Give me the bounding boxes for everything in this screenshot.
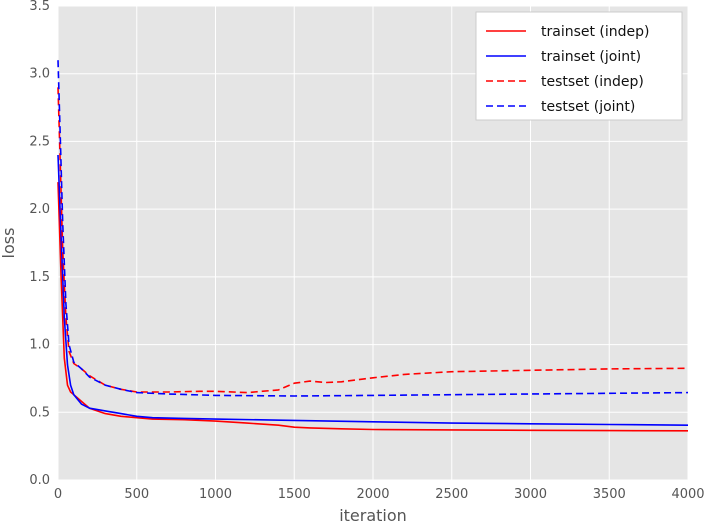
y-tick-label: 0.0 [29,473,50,488]
legend-label: testset (indep) [541,74,644,90]
x-tick-label: 1000 [199,487,232,502]
legend-label: trainset (indep) [541,24,650,40]
series-line-1 [57,182,689,432]
x-tick-label: 500 [124,487,149,502]
y-tick-label: 1.5 [29,270,50,285]
x-tick-label: 2000 [356,487,389,502]
x-tick-label: 4000 [671,487,704,502]
y-tick-label: 0.5 [29,405,50,420]
y-axis-ticks: 0.0 0.5 1.0 1.5 2.0 2.5 3.0 3.5 [29,0,50,488]
legend-label: testset (joint) [541,99,635,115]
x-axis-ticks: 0 500 1000 1500 2000 2500 3000 3500 4000 [54,487,705,502]
y-tick-label: 3.5 [29,0,50,14]
x-tick-label: 3500 [593,487,626,502]
series-line-2 [57,154,689,426]
series-lines [57,60,689,432]
y-tick-label: 3.0 [29,67,50,82]
y-axis-label: loss [0,228,18,259]
x-tick-label: 3000 [514,487,547,502]
legend: trainset (indep) trainset (joint) testset … [475,11,683,121]
legend-label: trainset (joint) [541,49,641,65]
y-tick-label: 1.0 [29,338,50,353]
series-line-3 [57,87,689,394]
series-line-4 [57,60,689,397]
x-tick-label: 0 [54,487,62,502]
y-tick-label: 2.5 [29,134,50,149]
y-tick-label: 2.0 [29,202,50,217]
x-axis-label: iteration [339,506,407,525]
legend-frame [475,11,683,121]
x-tick-label: 1500 [278,487,311,502]
x-tick-label: 2500 [435,487,468,502]
